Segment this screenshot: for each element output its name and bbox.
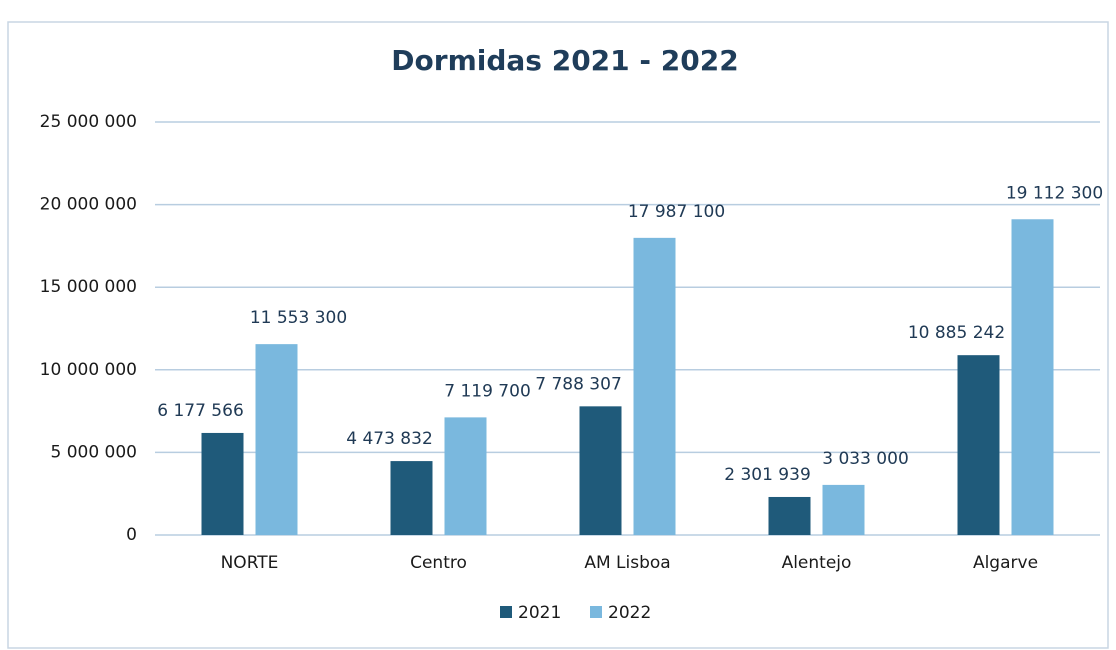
bar xyxy=(579,406,622,535)
bar xyxy=(633,237,676,536)
value-label: 19 112 300 xyxy=(1006,183,1103,203)
bar xyxy=(201,432,244,535)
bar xyxy=(255,344,298,535)
y-tick-label: 15 000 000 xyxy=(40,277,137,297)
bar xyxy=(390,461,433,535)
value-label: 7 788 307 xyxy=(535,374,622,394)
legend-label: 2022 xyxy=(608,603,651,623)
bar xyxy=(444,417,487,535)
legend-swatch xyxy=(590,606,602,618)
bar xyxy=(822,484,865,535)
value-label: 11 553 300 xyxy=(250,308,347,328)
value-label: 4 473 832 xyxy=(346,429,433,449)
chart-title: Dormidas 2021 - 2022 xyxy=(391,44,738,77)
value-label: 7 119 700 xyxy=(444,381,531,401)
value-label: 6 177 566 xyxy=(157,401,244,421)
y-tick-label: 10 000 000 xyxy=(40,360,137,380)
value-label: 3 033 000 xyxy=(822,449,909,469)
y-tick-label: 0 xyxy=(126,525,137,545)
bar xyxy=(768,496,811,535)
x-tick-label: Algarve xyxy=(973,553,1038,573)
y-tick-label: 25 000 000 xyxy=(40,112,137,132)
bar xyxy=(957,355,1000,535)
legend-swatch xyxy=(500,606,512,618)
bar xyxy=(1011,219,1054,535)
y-tick-label: 5 000 000 xyxy=(50,442,137,462)
y-tick-label: 20 000 000 xyxy=(40,195,137,215)
x-tick-label: Alentejo xyxy=(782,553,852,573)
x-tick-label: AM Lisboa xyxy=(584,553,670,573)
value-label: 17 987 100 xyxy=(628,202,725,222)
legend-label: 2021 xyxy=(518,603,561,623)
value-label: 10 885 242 xyxy=(908,323,1005,343)
value-label: 2 301 939 xyxy=(724,465,811,485)
x-tick-label: Centro xyxy=(410,553,467,573)
x-tick-label: NORTE xyxy=(221,553,279,573)
chart-border xyxy=(7,21,1109,649)
